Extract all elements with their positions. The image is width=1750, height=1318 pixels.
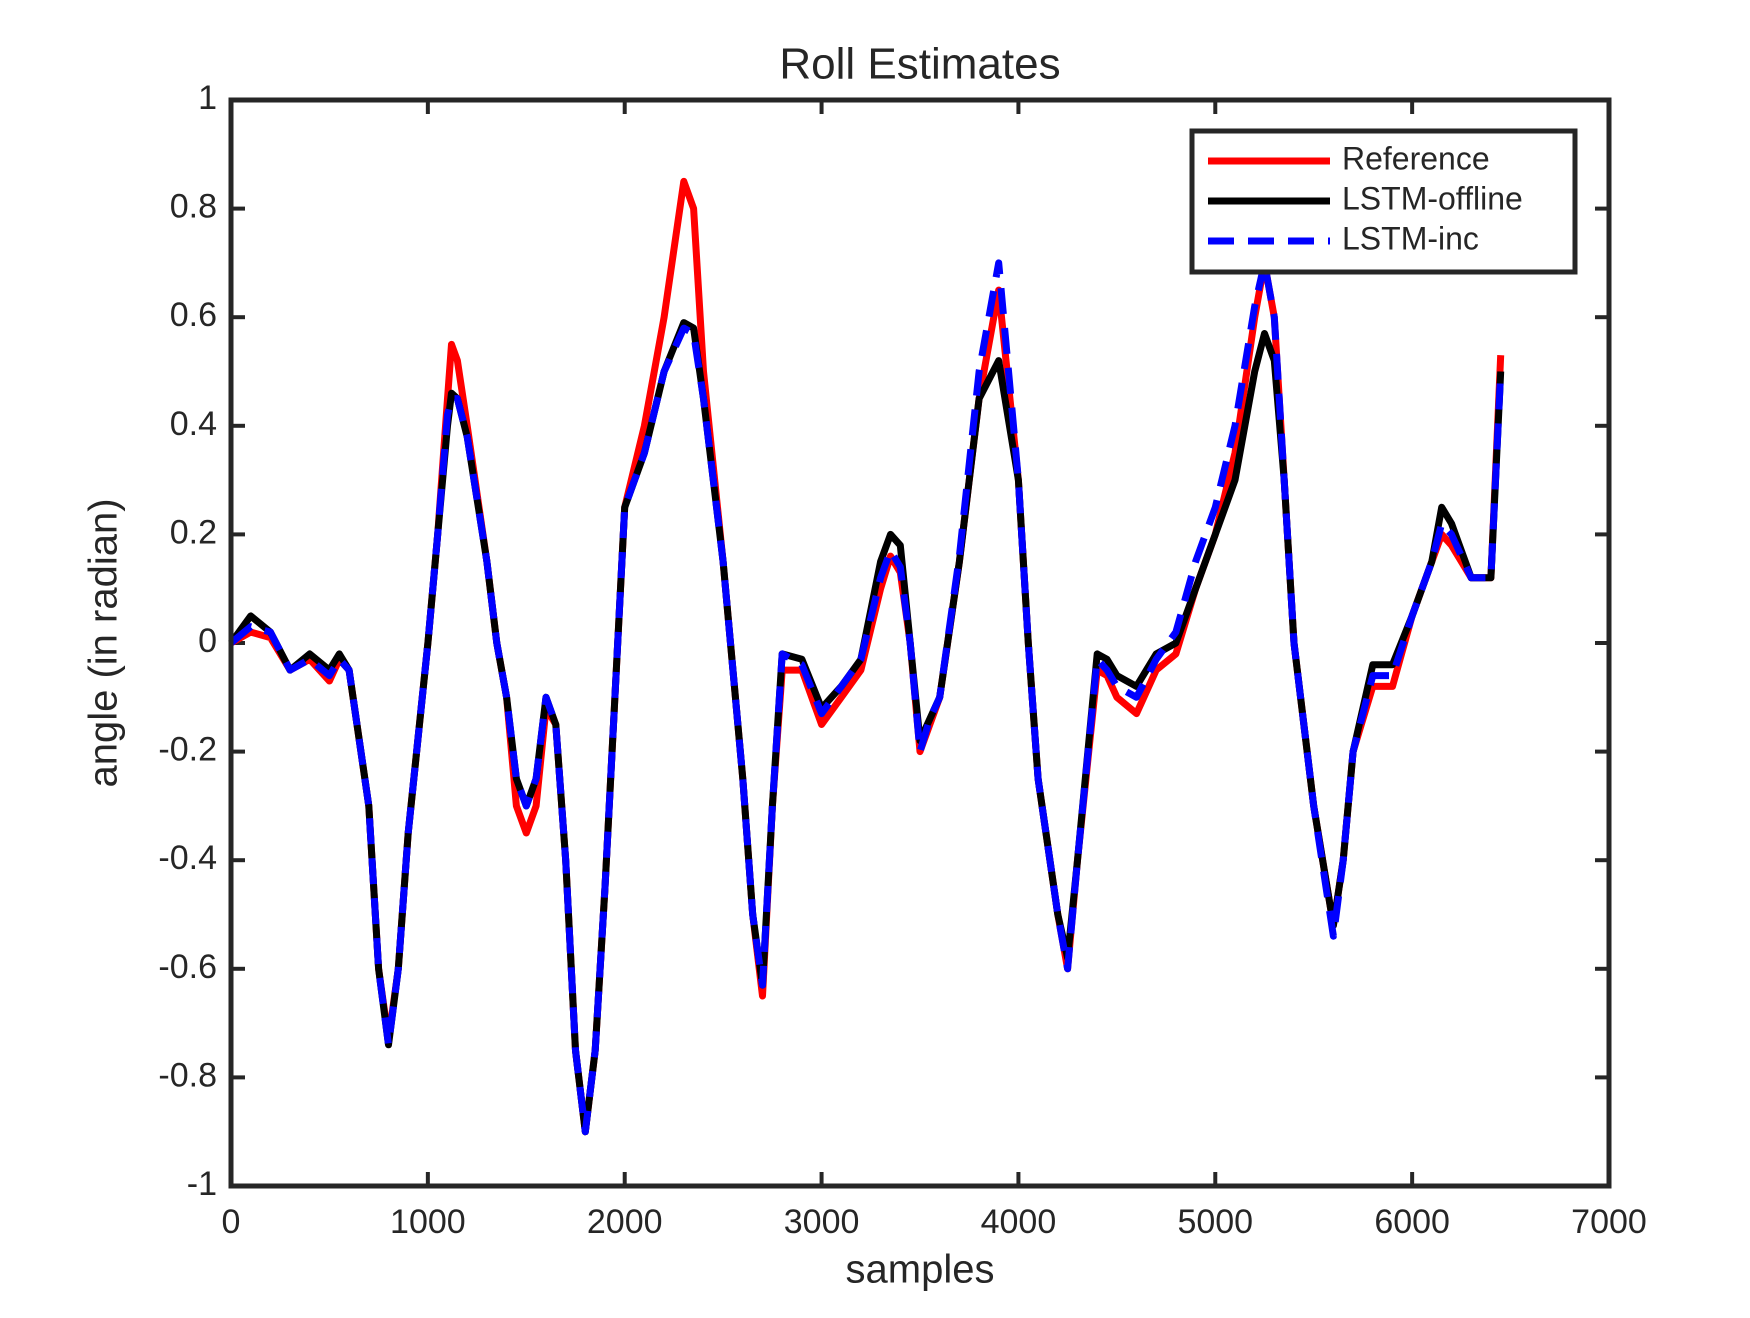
chart-title: Roll Estimates	[779, 40, 1060, 89]
series-line	[228, 319, 1505, 1136]
x-tick-label: 0	[222, 1203, 241, 1241]
x-tick-label: 1000	[390, 1203, 466, 1241]
y-tick-label: 0.8	[170, 188, 217, 226]
y-tick-label: 0.2	[170, 513, 217, 551]
legend-label: Reference	[1342, 140, 1490, 176]
y-tick-label: 0.6	[170, 296, 217, 334]
legend: Reference LSTM-offline LSTM-inc	[1189, 128, 1578, 275]
y-tick-label: -0.8	[158, 1056, 217, 1094]
series-line	[229, 177, 1505, 1136]
x-tick-label: 6000	[1374, 1203, 1450, 1241]
y-tick-label: 0	[198, 622, 217, 660]
x-axis-label: samples	[846, 1248, 995, 1292]
legend-label: LSTM-inc	[1342, 220, 1479, 256]
series-line	[228, 259, 1505, 1136]
y-tick-label: -0.2	[158, 731, 217, 769]
x-tick-label: 4000	[981, 1203, 1057, 1241]
legend-label: LSTM-offline	[1342, 180, 1523, 216]
plot-frame	[228, 97, 1612, 1189]
y-tick-label: 1	[198, 79, 217, 117]
y-tick-label: 0.4	[170, 405, 217, 443]
x-tick-label: 7000	[1571, 1203, 1647, 1241]
y-tick-label: -0.6	[158, 948, 217, 986]
y-tick-label: -0.4	[158, 839, 217, 877]
x-tick-label: 3000	[784, 1203, 860, 1241]
y-axis-label: angle (in radian)	[82, 498, 126, 787]
x-tick-label: 2000	[587, 1203, 663, 1241]
y-tick-label: -1	[187, 1165, 217, 1203]
x-tick-label: 5000	[1177, 1203, 1253, 1241]
